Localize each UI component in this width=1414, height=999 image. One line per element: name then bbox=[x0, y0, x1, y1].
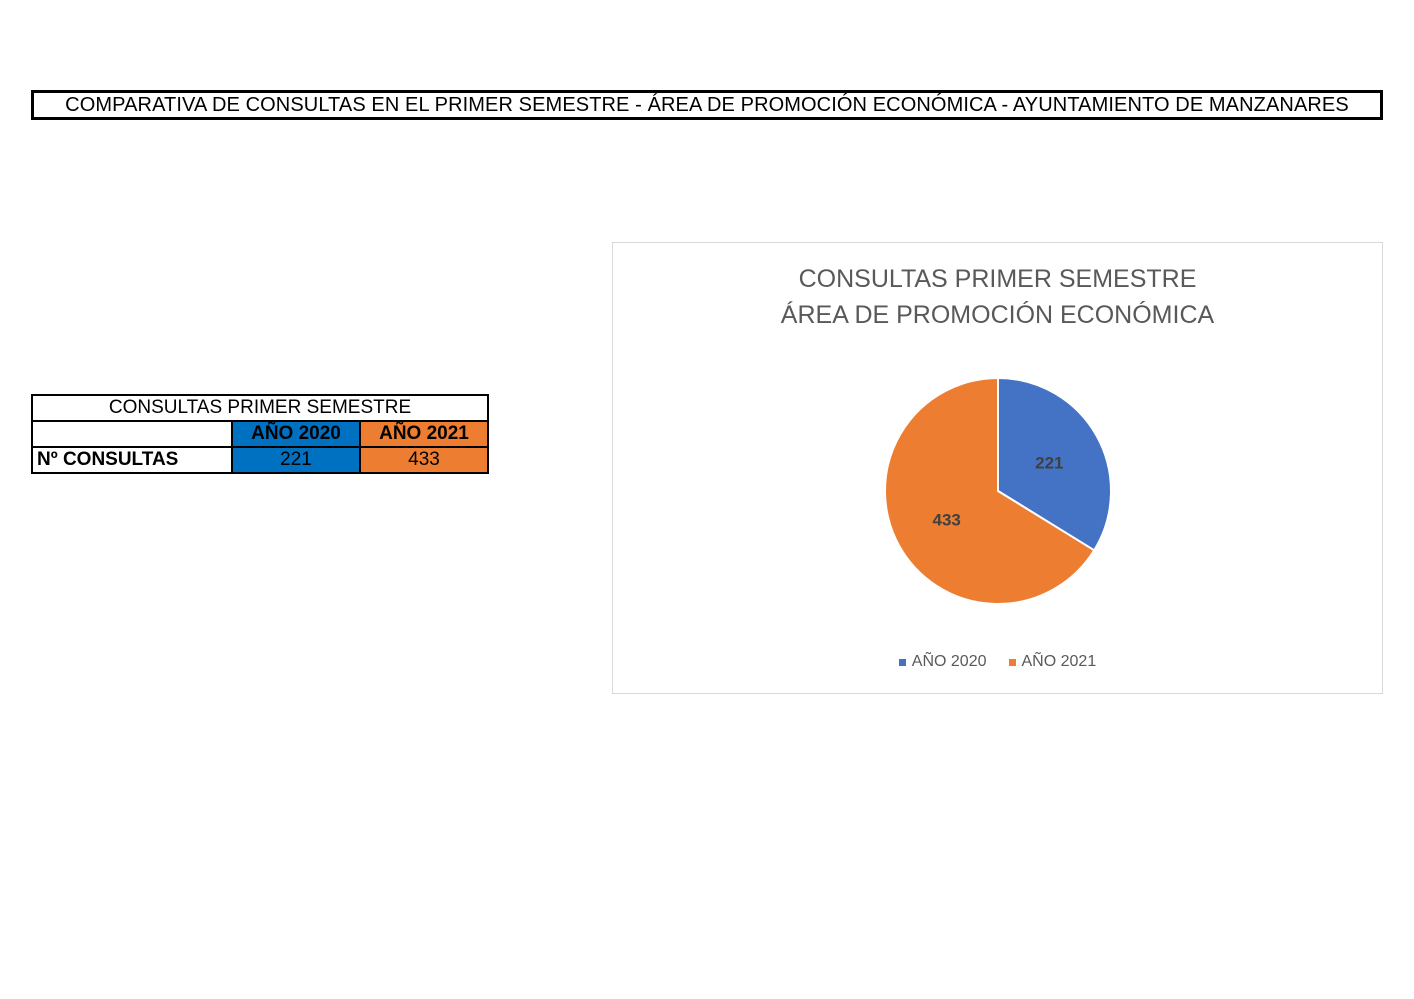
table-row-label: Nº CONSULTAS bbox=[31, 446, 233, 474]
table-header-2020: AÑO 2020 bbox=[231, 420, 361, 448]
pie-chart-svg: 221 433 bbox=[884, 376, 1112, 605]
consultas-table: CONSULTAS PRIMER SEMESTRE AÑO 2020 AÑO 2… bbox=[31, 394, 489, 474]
chart-legend: AÑO 2020 AÑO 2021 bbox=[613, 653, 1382, 671]
legend-swatch-2021 bbox=[1008, 658, 1016, 666]
table-caption: CONSULTAS PRIMER SEMESTRE bbox=[31, 394, 489, 422]
legend-item-2021: AÑO 2021 bbox=[1008, 653, 1097, 671]
table-value-2021: 433 bbox=[359, 446, 489, 474]
legend-swatch-2020 bbox=[898, 658, 906, 666]
table-row: Nº CONSULTAS 221 433 bbox=[31, 446, 489, 474]
page-title: COMPARATIVA DE CONSULTAS EN EL PRIMER SE… bbox=[31, 90, 1383, 120]
table-caption-row: CONSULTAS PRIMER SEMESTRE bbox=[31, 394, 489, 422]
table-header-2021: AÑO 2021 bbox=[359, 420, 489, 448]
legend-label-2021: AÑO 2021 bbox=[1021, 653, 1097, 670]
legend-item-2020: AÑO 2020 bbox=[898, 653, 987, 671]
pie-data-label-2021: 433 bbox=[933, 511, 961, 530]
table-header-empty bbox=[31, 420, 233, 448]
chart-title: CONSULTAS PRIMER SEMESTRE ÁREA DE PROMOC… bbox=[613, 261, 1382, 333]
legend-label-2020: AÑO 2020 bbox=[911, 653, 987, 670]
table-value-2020: 221 bbox=[231, 446, 361, 474]
table-header-row: AÑO 2020 AÑO 2021 bbox=[31, 420, 489, 448]
pie-chart: CONSULTAS PRIMER SEMESTRE ÁREA DE PROMOC… bbox=[612, 242, 1383, 694]
chart-title-line-2: ÁREA DE PROMOCIÓN ECONÓMICA bbox=[780, 301, 1215, 329]
pie-slice-2020 bbox=[997, 376, 1112, 552]
pie-slice-2021 bbox=[884, 376, 1096, 605]
chart-title-line-1: CONSULTAS PRIMER SEMESTRE bbox=[798, 265, 1197, 293]
pie-data-label-2020: 221 bbox=[1035, 453, 1063, 472]
consultas-table-container: CONSULTAS PRIMER SEMESTRE AÑO 2020 AÑO 2… bbox=[31, 394, 489, 474]
